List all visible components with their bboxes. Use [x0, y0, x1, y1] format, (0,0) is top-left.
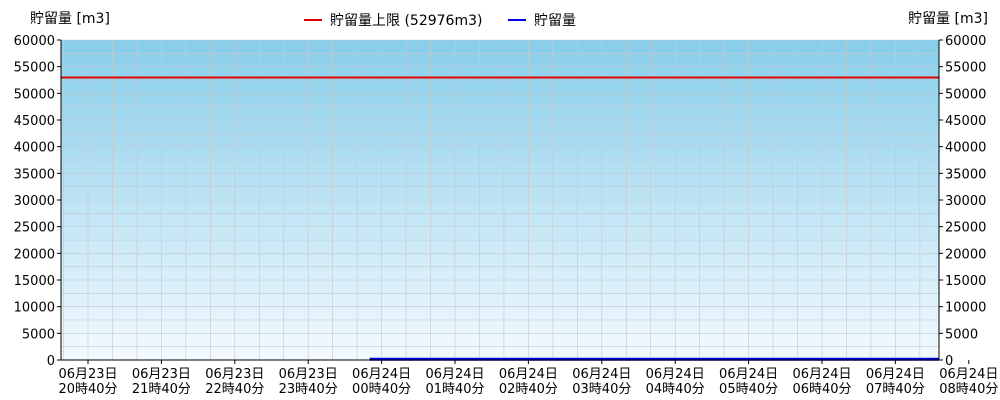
x-tick-label-time: 07時40分 [866, 382, 925, 397]
y-tick-label-left: 5000 [22, 327, 55, 342]
y-tick-label-right: 40000 [945, 141, 986, 156]
y-tick-label-right: 5000 [945, 327, 978, 342]
y-tick-label-right: 55000 [945, 61, 986, 76]
y-tick-label-right: 35000 [945, 167, 986, 182]
y-tick-label-right: 10000 [945, 301, 986, 316]
y-tick-label-left: 0 [47, 354, 55, 369]
y-tick-label-right: 45000 [945, 114, 986, 129]
x-tick-label-time: 04時40分 [646, 382, 705, 397]
series-lines [61, 76, 939, 361]
x-tick-label-time: 23時40分 [279, 382, 338, 397]
y-tick-label-left: 55000 [14, 61, 55, 76]
y-tick-label-right: 25000 [945, 221, 986, 236]
y-ticks-left: 0 5000 10000 15000 20000 25000 30000 35000 40000… [14, 34, 61, 369]
legend-label-upper-limit: 貯留量上限 (52976m3) [330, 13, 482, 29]
y-tick-label-left: 10000 [14, 301, 55, 316]
x-tick-label-date: 06月23日 [58, 367, 117, 382]
x-tick-label-date: 06月23日 [279, 367, 338, 382]
x-tick-label-time: 21時40分 [132, 382, 191, 397]
x-tick-label-time: 08時40分 [939, 382, 998, 397]
x-tick-label-date: 06月24日 [792, 367, 851, 382]
y-tick-label-left: 30000 [14, 194, 55, 209]
x-ticks: 06月23日20時40分06月23日21時40分06月23日22時40分06月2… [58, 360, 998, 397]
x-tick-label-date: 06月24日 [572, 367, 631, 382]
y-axis-unit-left: 貯留量 [m3] [30, 11, 110, 27]
x-tick-label-date: 06月24日 [646, 367, 705, 382]
y-tick-label-left: 35000 [14, 167, 55, 182]
y-tick-label-left: 20000 [14, 247, 55, 262]
x-tick-label-time: 06時40分 [792, 382, 851, 397]
x-tick-label-time: 00時40分 [352, 382, 411, 397]
y-tick-label-left: 25000 [14, 221, 55, 236]
x-tick-label-date: 06月24日 [939, 367, 998, 382]
legend-label-storage: 貯留量 [534, 13, 576, 29]
x-tick-label-date: 06月24日 [866, 367, 925, 382]
y-tick-label-left: 45000 [14, 114, 55, 129]
y-tick-label-left: 40000 [14, 141, 55, 156]
x-tick-label-time: 01時40分 [425, 382, 484, 397]
y-ticks-right: 0 5000 10000 15000 20000 25000 30000 35000 40000… [939, 34, 986, 369]
y-tick-label-right: 20000 [945, 247, 986, 262]
y-tick-label-right: 15000 [945, 274, 986, 289]
x-tick-label-date: 06月23日 [132, 367, 191, 382]
x-tick-label-time: 05時40分 [719, 382, 778, 397]
grid-lines [61, 39, 939, 361]
y-tick-label-left: 60000 [14, 34, 55, 49]
x-tick-label-date: 06月24日 [719, 367, 778, 382]
x-tick-label-date: 06月24日 [425, 367, 484, 382]
x-tick-label-time: 20時40分 [58, 382, 117, 397]
y-tick-label-right: 30000 [945, 194, 986, 209]
y-tick-label-right: 50000 [945, 87, 986, 102]
x-tick-label-date: 06月24日 [352, 367, 411, 382]
x-tick-label-date: 06月23日 [205, 367, 264, 382]
y-tick-label-left: 15000 [14, 274, 55, 289]
legend: 貯留量上限 (52976m3) 貯留量 [304, 13, 576, 29]
y-axis-unit-right: 貯留量 [m3] [908, 11, 988, 27]
y-tick-label-right: 60000 [945, 34, 986, 49]
x-tick-label-time: 22時40分 [205, 382, 264, 397]
y-tick-label-right: 0 [945, 354, 953, 369]
x-tick-label-date: 06月24日 [499, 367, 558, 382]
x-tick-label-time: 03時40分 [572, 382, 631, 397]
y-tick-label-left: 50000 [14, 87, 55, 102]
x-tick-label-time: 02時40分 [499, 382, 558, 397]
